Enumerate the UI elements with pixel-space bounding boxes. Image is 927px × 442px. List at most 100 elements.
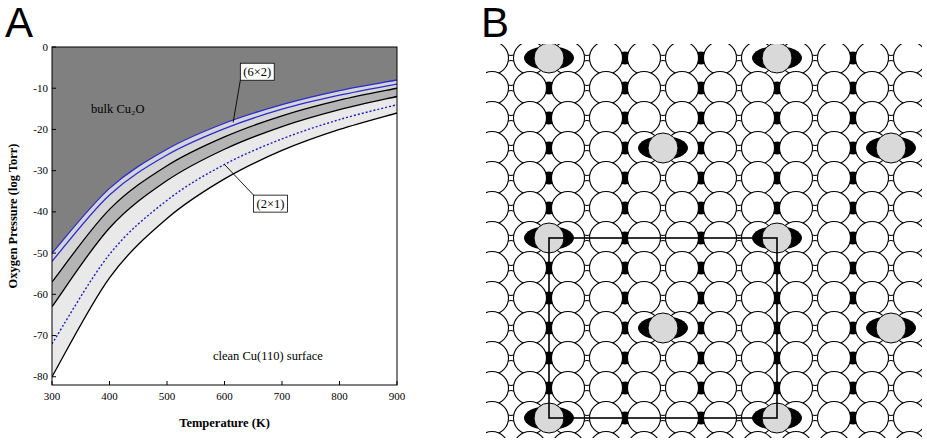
cu-top-layer <box>514 162 547 195</box>
cu-top-layer <box>894 192 923 225</box>
cu-top-layer <box>590 162 623 195</box>
cu-top-layer <box>894 342 923 375</box>
x-tick <box>282 381 283 385</box>
cu-top-layer <box>704 432 737 439</box>
y-tick-label: -80 <box>33 370 48 382</box>
cu-top-layer <box>552 72 585 105</box>
cu-top-layer <box>818 102 851 135</box>
y-tick-label: 0 <box>43 41 49 53</box>
annotation-box <box>240 63 274 80</box>
x-tick-label: 400 <box>101 390 118 402</box>
cu-top-layer <box>590 72 623 105</box>
cu-top-layer <box>894 102 923 135</box>
cu-top-layer <box>590 252 623 285</box>
cu-top-layer <box>486 432 509 439</box>
figure: -80-70-60-50-40-30-20-100300400500600700… <box>0 0 927 442</box>
unit-cell <box>549 238 777 418</box>
cu-top-layer <box>590 372 623 405</box>
plot-frame <box>52 47 397 385</box>
boundary-line <box>52 80 397 253</box>
cu-top-layer <box>894 282 923 315</box>
cu-top-layer <box>514 342 547 375</box>
cu-top-layer <box>486 252 509 285</box>
cu-top-layer <box>486 192 509 225</box>
cu-top-layer <box>666 44 699 75</box>
cu-top-layer <box>742 192 775 225</box>
cu-top-layer <box>856 372 889 405</box>
cu-top-layer <box>628 162 661 195</box>
y-tick-label: -60 <box>33 288 48 300</box>
cu-top-layer <box>742 72 775 105</box>
x-tick-label: 800 <box>331 390 348 402</box>
x-tick-label: 900 <box>389 390 406 402</box>
boundary-line <box>52 105 397 344</box>
cu-top-layer <box>666 342 699 375</box>
cu-top-layer <box>894 72 923 105</box>
cu-top-layer <box>590 282 623 315</box>
cu-top-layer <box>514 282 547 315</box>
cu-top-layer <box>856 162 889 195</box>
cu-top-layer <box>666 282 699 315</box>
cu-top-layer <box>590 132 623 165</box>
cu-top-layer <box>704 342 737 375</box>
region-area <box>52 47 397 253</box>
x-tick <box>109 381 110 385</box>
cu-top-layer <box>780 192 813 225</box>
cu-top-layer <box>552 342 585 375</box>
cu-top-layer <box>780 342 813 375</box>
cu-top-layer <box>514 72 547 105</box>
plot-background <box>52 47 397 385</box>
cu-top-layer <box>742 132 775 165</box>
cu-top-layer <box>780 102 813 135</box>
cu-top-layer <box>856 402 889 435</box>
y-tick <box>52 253 56 254</box>
cu-top-layer <box>704 252 737 285</box>
cu-top-layer <box>514 252 547 285</box>
cu-top-layer <box>552 312 585 345</box>
cu-top-layer <box>780 282 813 315</box>
y-tick-label: -50 <box>33 247 48 259</box>
cu-top-layer <box>742 162 775 195</box>
y-axis-title: Oxygen Pressure (log Torr) <box>6 143 20 288</box>
panel-label: B <box>481 0 509 46</box>
cu-top-layer <box>704 162 737 195</box>
cu-top-layer <box>704 102 737 135</box>
cu-top-layer <box>856 222 889 255</box>
annotation-leader <box>233 80 240 122</box>
x-axis-title: Temperature (K) <box>179 416 270 430</box>
cu-top-layer <box>514 372 547 405</box>
cu-top-layer <box>666 162 699 195</box>
cu-added-atom <box>648 313 678 343</box>
plot-marks <box>52 47 397 377</box>
cu-top-layer <box>780 132 813 165</box>
cu-top-layer <box>894 402 923 435</box>
cu-top-layer <box>628 44 661 75</box>
cu-top-layer <box>666 192 699 225</box>
cu-top-layer <box>666 72 699 105</box>
cu-top-layer <box>514 132 547 165</box>
cu-top-layer <box>704 192 737 225</box>
cu-top-layer <box>628 102 661 135</box>
y-tick-label: -40 <box>33 205 48 217</box>
y-tick <box>52 88 56 89</box>
region-area <box>52 47 397 307</box>
cu-top-layer <box>552 132 585 165</box>
cu-top-layer <box>818 162 851 195</box>
cu-top-layer <box>856 44 889 75</box>
cu-top-layer <box>856 192 889 225</box>
cu-top-layer <box>894 372 923 405</box>
cu-top-layer <box>666 102 699 135</box>
cu-top-layer <box>856 432 889 439</box>
cu-top-layer <box>552 252 585 285</box>
cu-top-layer <box>894 162 923 195</box>
cu-top-layer <box>486 282 509 315</box>
cu-top-layer <box>894 44 923 75</box>
cu-top-layer <box>856 252 889 285</box>
x-tick <box>339 381 340 385</box>
cu-top-layer <box>666 372 699 405</box>
cu-top-layer <box>590 312 623 345</box>
cu-top-layer <box>856 72 889 105</box>
cu-top-layer <box>780 312 813 345</box>
annotation-leader <box>225 164 254 195</box>
annotation-text: bulk Cu₂O <box>91 102 144 116</box>
